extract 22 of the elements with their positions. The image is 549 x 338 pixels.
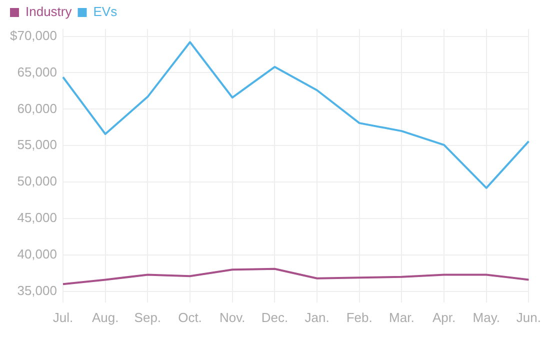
x-tick-label: May. <box>472 310 500 325</box>
x-tick-label: Jan. <box>304 310 330 325</box>
x-tick-label: Dec. <box>261 310 288 325</box>
x-tick-label: Sep. <box>134 310 162 325</box>
y-tick-label: $70,000 <box>10 28 57 43</box>
x-tick-label: Feb. <box>346 310 372 325</box>
y-tick-label: 35,000 <box>17 283 57 298</box>
x-tick-label: Nov. <box>219 310 246 325</box>
y-tick-label: 40,000 <box>17 246 57 262</box>
y-tick-label: 55,000 <box>17 137 57 152</box>
y-tick-label: 45,000 <box>17 210 57 226</box>
x-tick-label: Aug. <box>92 310 119 325</box>
legend-label: EVs <box>93 4 118 20</box>
x-tick-label: Oct. <box>178 310 202 325</box>
y-tick-label: 50,000 <box>17 174 57 189</box>
y-tick-label: 65,000 <box>17 64 57 80</box>
x-tick-label: Apr. <box>432 310 456 325</box>
x-tick-label: Jul. <box>52 310 74 325</box>
y-tick-label: 60,000 <box>17 100 57 116</box>
x-tick-label: Jun. <box>516 310 542 325</box>
x-tick-label: Mar. <box>389 310 414 325</box>
legend-label: Industry <box>26 4 72 20</box>
